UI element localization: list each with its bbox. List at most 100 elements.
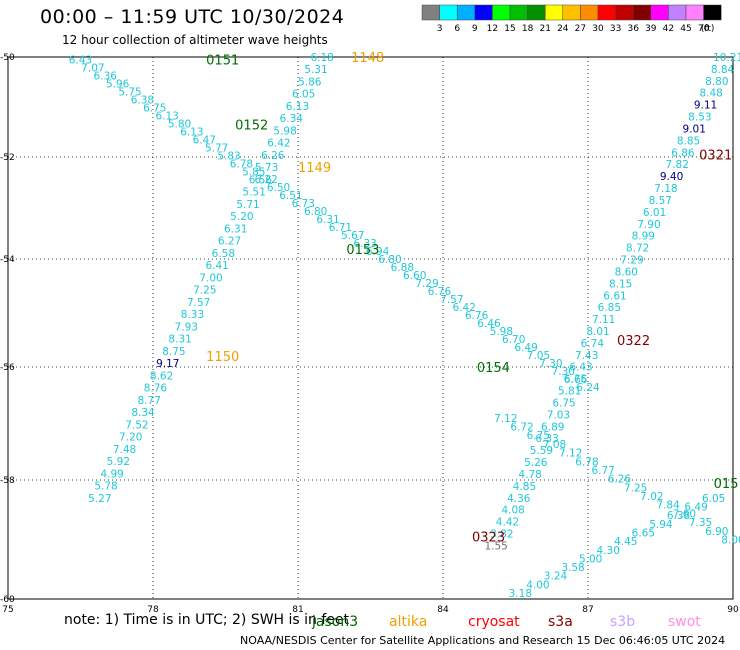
swh-value: 8.33 xyxy=(181,309,204,321)
swh-value: 6.75 xyxy=(564,374,587,386)
page-title: 00:00 – 11:59 UTC 10/30/2024 xyxy=(40,6,345,28)
swh-value: 7.93 xyxy=(175,321,198,333)
swh-value: 5.27 xyxy=(88,493,111,505)
x-tick-label: 84 xyxy=(437,605,449,612)
swh-value: 6.36 xyxy=(94,70,118,82)
swh-value: 6.75 xyxy=(143,102,166,114)
track-0321: 10.218.848.808.489.118.539.018.856.867.8… xyxy=(484,52,740,552)
legend-label: 70 xyxy=(698,24,710,34)
swh-value: 5.81 xyxy=(558,386,581,398)
swh-value: 5.77 xyxy=(205,142,228,154)
pass-time-label: 0152 xyxy=(235,119,268,134)
swh-value: 5.73 xyxy=(255,162,278,174)
legend-label: 27 xyxy=(575,24,586,34)
swh-value: 7.18 xyxy=(654,183,677,195)
mission-s3b: s3b xyxy=(610,614,635,630)
swh-value: 5.96 xyxy=(106,78,130,90)
swh-value: 6.13 xyxy=(286,101,309,113)
swh-value: 7.05 xyxy=(527,350,550,362)
swh-value: 6.22 xyxy=(254,174,277,186)
swh-value: 8.72 xyxy=(626,243,649,255)
swh-value: 6.77 xyxy=(591,465,614,477)
swh-value: 5.51 xyxy=(243,187,266,199)
swh-value: 6.66 xyxy=(564,374,588,386)
swh-value: 6.49 xyxy=(684,502,707,514)
swh-value: 6.26 xyxy=(608,474,632,486)
swh-value: 6.71 xyxy=(329,222,352,234)
swh-value: 6.89 xyxy=(541,421,564,433)
swh-value: 10.21 xyxy=(713,52,740,64)
swh-value: 6.42 xyxy=(267,138,290,150)
legend-unit: (ft) xyxy=(701,24,715,34)
y-tick-label: -50 xyxy=(0,53,15,63)
swh-value: 7.11 xyxy=(592,314,615,326)
swh-value: 5.85 xyxy=(242,166,265,178)
swh-value: 7.20 xyxy=(119,432,142,444)
swh-value: 7.30 xyxy=(552,366,575,378)
map-frame xyxy=(7,56,734,600)
swh-value: 8.00 xyxy=(721,535,740,547)
swh-value: 6.72 xyxy=(510,422,533,434)
swh-value: 6.26 xyxy=(261,150,285,162)
swh-value: 8.15 xyxy=(609,278,632,290)
swh-value: 6.42 xyxy=(453,302,476,314)
y-tick-label: -52 xyxy=(0,153,15,163)
y-tick-label: -60 xyxy=(0,595,15,605)
swh-value: 6.33 xyxy=(535,433,558,445)
pass-time-label: 0323 xyxy=(472,531,505,546)
swh-value: 6.50 xyxy=(267,182,290,194)
swh-value: 5.71 xyxy=(236,199,259,211)
y-tick-label: -58 xyxy=(0,476,15,486)
swh-value: 8.34 xyxy=(131,407,155,419)
swh-value: 7.12 xyxy=(494,413,517,425)
swh-value: 7.25 xyxy=(193,285,216,297)
swh-value: 7.57 xyxy=(187,297,210,309)
legend-label: 42 xyxy=(663,24,674,34)
mission-swot: swot xyxy=(668,614,701,630)
swh-value: 4.00 xyxy=(526,579,549,591)
swh-value: 6.51 xyxy=(279,190,302,202)
swh-value: 6.75 xyxy=(527,430,550,442)
x-tick-label: 81 xyxy=(292,605,303,612)
swh-value: 6.86 xyxy=(671,147,695,159)
swh-value: 4.99 xyxy=(100,468,123,480)
y-tick-label: -54 xyxy=(0,255,15,265)
swh-value: 5.26 xyxy=(524,457,548,469)
swh-value: 4.45 xyxy=(614,536,637,548)
mission-cryosat: cryosat xyxy=(468,614,520,630)
swh-value: 7.84 xyxy=(656,500,680,512)
legend-label: 6 xyxy=(454,24,460,34)
swh-value: 5.98 xyxy=(273,125,296,137)
swh-value: 9.01 xyxy=(683,123,706,135)
swh-value: 6.49 xyxy=(514,342,537,354)
swh-value: 7.00 xyxy=(199,272,222,284)
legend-label: 36 xyxy=(627,24,639,34)
swh-value: 8.77 xyxy=(138,395,161,407)
swh-value: 6.65 xyxy=(632,527,655,539)
swh-value: 3.58 xyxy=(561,562,584,574)
swh-value: 5.67 xyxy=(341,230,364,242)
legend-label: 39 xyxy=(645,24,657,34)
swh-value: 7.82 xyxy=(666,159,689,171)
swh-value: 7.12 xyxy=(559,448,582,460)
swh-value: 7.25 xyxy=(624,482,647,494)
legend-label: 30 xyxy=(592,24,604,34)
swh-value: 8.01 xyxy=(586,326,609,338)
page-subtitle: 12 hour collection of altimeter wave hei… xyxy=(62,33,328,47)
legend-label: 12 xyxy=(487,24,498,34)
swh-value: 7.57 xyxy=(440,294,463,306)
swh-value: 6.46 xyxy=(477,318,501,330)
swh-value: 6.13 xyxy=(155,110,178,122)
swh-value: 6.33 xyxy=(353,238,376,250)
swh-value: 6.73 xyxy=(292,198,315,210)
swh-value: 8.76 xyxy=(144,383,168,395)
swh-value: 6.61 xyxy=(603,290,626,302)
pass-time-label: 0153 xyxy=(346,243,379,258)
footer-note: note: 1) Time is in UTC; 2) SWH is in fe… xyxy=(64,612,350,628)
pass-time-label: 0151 xyxy=(206,54,239,69)
swh-value: 7.43 xyxy=(575,350,598,362)
track-0154: 7.126.726.757.087.126.786.776.267.257.02… xyxy=(494,413,740,547)
swh-value: 7.29 xyxy=(620,255,643,267)
swh-value: 6.43 xyxy=(69,55,92,67)
swh-value: 8.80 xyxy=(705,76,728,88)
